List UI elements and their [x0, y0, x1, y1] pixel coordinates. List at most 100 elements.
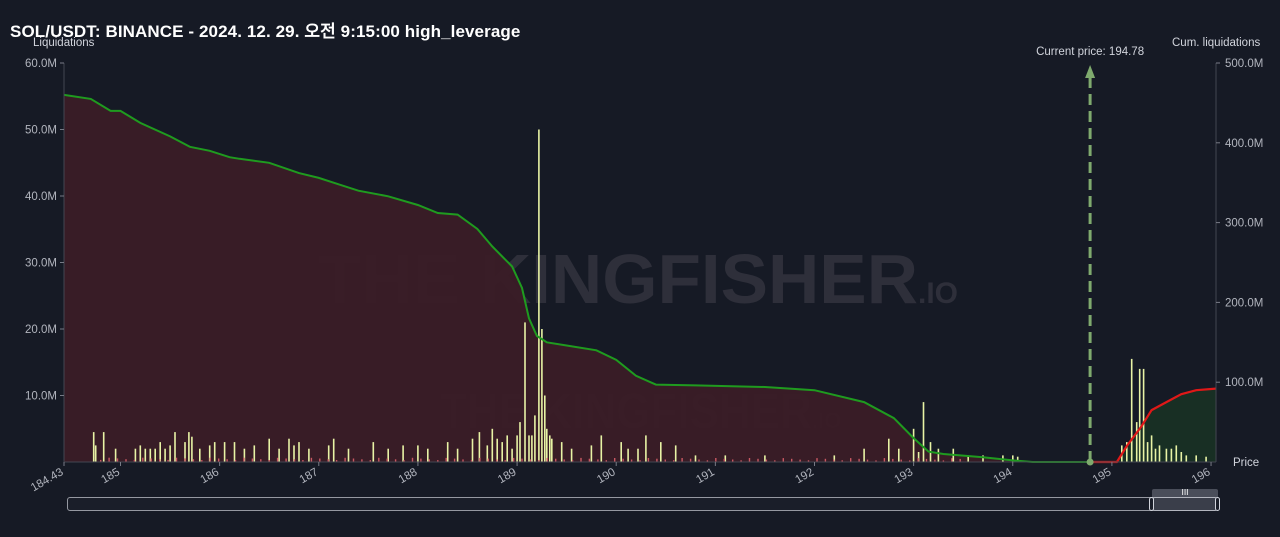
short-liquidation-bar	[1135, 422, 1138, 462]
minor-liquidation-bar	[706, 460, 709, 462]
minor-liquidation-bar	[639, 460, 641, 462]
left-tick-label: 50.0M	[25, 125, 57, 137]
long-liquidation-bar	[501, 442, 503, 462]
minor-liquidation-bar	[900, 459, 902, 462]
minor-liquidation-bar	[428, 459, 430, 462]
short-cum-line	[1090, 387, 1217, 464]
short-liquidation-bar	[1150, 435, 1153, 462]
long-liquidation-bar	[417, 445, 419, 462]
minor-liquidation-bar	[740, 460, 742, 462]
minor-liquidation-bar	[664, 459, 666, 462]
minor-liquidation-bar	[748, 458, 751, 462]
short-liquidation-bar	[1126, 442, 1128, 462]
long-liquidation-bar	[560, 442, 563, 462]
minor-liquidation-bar	[698, 459, 700, 462]
minor-liquidation-bar	[159, 459, 161, 462]
long-liquidation-bar	[516, 435, 518, 462]
long-liquidation-bar	[538, 129, 540, 462]
left-tick-label: 20.0M	[25, 324, 57, 336]
minor-liquidation-bar	[335, 460, 338, 462]
scrollbar-thumb[interactable]	[1152, 497, 1218, 511]
minor-liquidation-bar	[689, 458, 692, 462]
watermark-suffix-large: .IO	[918, 277, 958, 310]
minor-liquidation-bar	[142, 457, 144, 462]
long-liquidation-bar	[191, 436, 193, 462]
x-tick-label: 189	[496, 466, 519, 486]
short-liquidation-bar	[1180, 452, 1183, 462]
long-liquidation-bar	[478, 432, 481, 462]
scrollbar-right-handle[interactable]	[1215, 497, 1220, 511]
short-liquidation-bar	[1154, 448, 1157, 462]
minor-liquidation-bar	[917, 458, 919, 462]
long-liquidation-bar	[332, 438, 335, 462]
x-tick-label: 191	[694, 466, 717, 486]
minor-liquidation-bar	[732, 459, 734, 462]
long-liquidation-bar	[506, 435, 508, 462]
scrollbar-left-handle[interactable]	[1149, 497, 1154, 511]
minor-liquidation-bar	[959, 458, 961, 462]
minor-liquidation-bar	[411, 457, 414, 462]
minor-liquidation-bar	[369, 460, 371, 462]
short-liquidation-bar	[1158, 445, 1161, 462]
x-tick-label: 188	[397, 466, 420, 486]
long-liquidation-bar	[402, 445, 404, 462]
current-price-label: Current price: 194.78	[1036, 46, 1144, 58]
long-liquidation-bar	[298, 442, 300, 462]
minor-liquidation-bar	[125, 459, 127, 462]
minor-liquidation-bar	[479, 457, 481, 462]
long-liquidation-bar	[764, 455, 766, 462]
minor-liquidation-bar	[942, 460, 945, 462]
long-liquidation-bar	[456, 448, 459, 462]
minor-liquidation-bar	[833, 459, 835, 462]
minor-liquidation-bar	[647, 458, 650, 462]
long-liquidation-bar	[511, 448, 513, 462]
long-liquidation-bar	[347, 448, 350, 462]
minor-liquidation-bar	[218, 458, 220, 462]
x-tick-label: 195	[1091, 466, 1114, 486]
long-liquidation-bar	[427, 448, 429, 462]
right-tick-label: 300.0M	[1225, 218, 1263, 230]
long-liquidation-bar	[169, 445, 171, 462]
long-liquidation-bar	[288, 438, 290, 462]
minor-liquidation-bar	[588, 458, 591, 462]
minor-liquidation-bar	[580, 457, 582, 462]
minor-liquidation-bar	[681, 458, 683, 462]
minor-liquidation-bar	[866, 459, 869, 462]
long-liquidation-bar	[308, 448, 310, 462]
short-liquidation-bar	[1205, 456, 1207, 462]
long-liquidation-bar	[724, 455, 727, 462]
x-tick-label: 196	[1190, 466, 1213, 486]
scrollbar-grip[interactable]: III	[1152, 489, 1218, 497]
long-liquidation-bar	[94, 445, 97, 462]
long-liquidation-bar	[327, 445, 330, 462]
minor-liquidation-bar	[234, 460, 237, 462]
long-cum-line	[63, 93, 1091, 463]
long-liquidation-bar	[627, 448, 629, 462]
scrollbar-track[interactable]	[67, 497, 1217, 511]
minor-liquidation-bar	[807, 460, 810, 462]
short-cum-fill	[1090, 388, 1216, 462]
long-liquidation-bar	[645, 435, 647, 462]
long-liquidation-bar	[223, 442, 226, 462]
long-liquidation-bar	[541, 329, 543, 462]
long-liquidation-bar	[278, 448, 280, 462]
minor-liquidation-bar	[470, 460, 473, 462]
minor-liquidation-bar	[394, 459, 397, 462]
right-tick-label: 100.0M	[1225, 377, 1263, 389]
left-axis-label: Liquidations	[33, 37, 95, 49]
long-liquidation-bar	[620, 442, 622, 462]
long-liquidation-bar	[888, 438, 890, 462]
current-price-arrow-icon	[1085, 65, 1096, 78]
x-tick-label: 193	[893, 466, 916, 486]
minor-liquidation-bar	[630, 459, 633, 462]
minor-liquidation-bar	[824, 458, 827, 462]
long-liquidation-bar	[1012, 455, 1014, 462]
long-liquidation-bar	[102, 432, 105, 462]
minor-liquidation-bar	[276, 457, 279, 462]
long-liquidation-bar	[519, 422, 521, 462]
minor-liquidation-bar	[310, 457, 313, 462]
minor-liquidation-bar	[226, 459, 228, 462]
minor-liquidation-bar	[496, 459, 498, 462]
long-liquidation-bar	[912, 428, 915, 463]
minor-liquidation-bar	[378, 457, 380, 462]
